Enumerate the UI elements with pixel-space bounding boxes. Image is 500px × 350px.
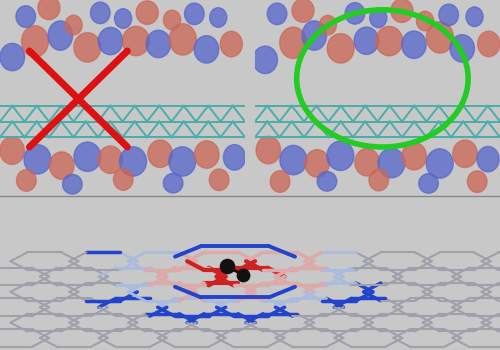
Point [238,272,246,278]
Ellipse shape [210,8,227,27]
Ellipse shape [210,169,229,190]
Ellipse shape [280,27,306,58]
Ellipse shape [302,21,326,50]
Ellipse shape [164,10,180,30]
Ellipse shape [416,11,434,31]
Ellipse shape [280,145,307,175]
Ellipse shape [24,145,51,174]
Ellipse shape [98,27,122,55]
Ellipse shape [426,149,453,178]
Ellipse shape [114,169,133,190]
Ellipse shape [169,147,196,176]
Ellipse shape [0,43,24,71]
Ellipse shape [376,26,402,56]
Ellipse shape [369,169,388,191]
Ellipse shape [305,150,330,177]
Ellipse shape [378,148,405,178]
Ellipse shape [38,0,60,20]
Ellipse shape [136,1,158,24]
Ellipse shape [194,36,218,63]
Ellipse shape [478,31,500,57]
Ellipse shape [90,2,110,23]
Ellipse shape [16,6,36,27]
Ellipse shape [391,0,413,22]
Ellipse shape [62,174,82,194]
Ellipse shape [468,171,487,192]
Ellipse shape [270,171,290,192]
Ellipse shape [224,145,246,170]
Ellipse shape [122,26,150,56]
Ellipse shape [370,8,387,28]
Ellipse shape [419,174,438,193]
Ellipse shape [16,170,36,191]
Ellipse shape [98,146,122,174]
Ellipse shape [477,146,499,172]
Ellipse shape [114,9,132,28]
Ellipse shape [345,2,364,24]
Ellipse shape [194,141,219,168]
Ellipse shape [292,0,314,22]
Ellipse shape [439,4,458,26]
Point [224,264,232,269]
Ellipse shape [148,140,172,167]
Ellipse shape [466,7,483,27]
Ellipse shape [253,46,278,74]
Ellipse shape [327,141,354,170]
Ellipse shape [120,147,146,176]
Ellipse shape [354,27,378,55]
Ellipse shape [220,31,242,57]
Ellipse shape [22,26,48,57]
Ellipse shape [320,15,336,35]
Ellipse shape [164,173,183,193]
Ellipse shape [170,24,196,55]
Ellipse shape [74,142,101,172]
Ellipse shape [50,152,74,179]
Ellipse shape [65,15,82,35]
Ellipse shape [256,136,280,164]
Ellipse shape [268,3,287,24]
Ellipse shape [146,30,171,58]
Ellipse shape [74,33,101,62]
Ellipse shape [317,172,336,191]
Ellipse shape [426,22,454,53]
Ellipse shape [355,148,380,176]
Ellipse shape [48,21,72,50]
Ellipse shape [402,31,426,58]
Ellipse shape [402,142,426,170]
Ellipse shape [327,34,354,63]
Ellipse shape [450,35,474,62]
Ellipse shape [0,137,24,164]
Ellipse shape [184,3,204,24]
Ellipse shape [453,140,477,168]
